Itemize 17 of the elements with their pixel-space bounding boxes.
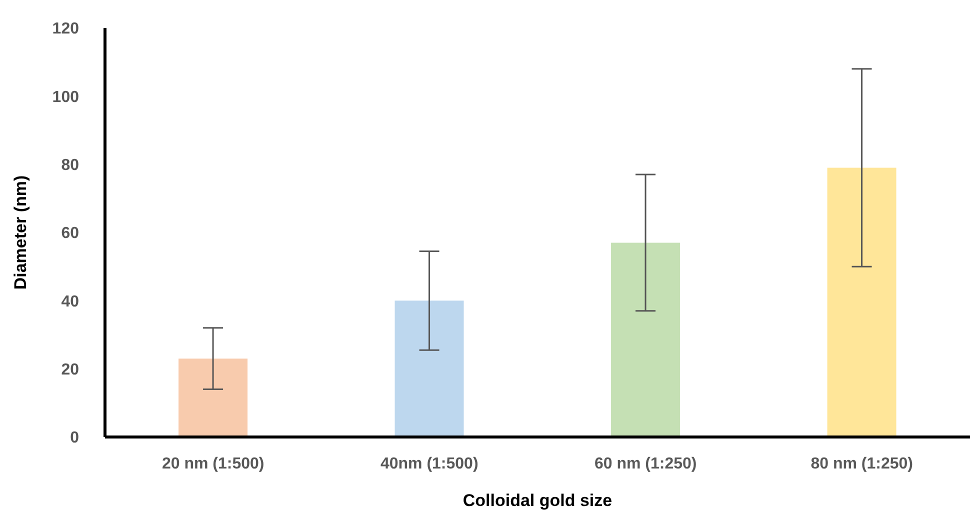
bar xyxy=(611,242,680,437)
y-tick-label: 120 xyxy=(52,20,80,38)
y-tick-label: 60 xyxy=(61,225,80,242)
bar xyxy=(178,358,248,437)
y-tick-label: 100 xyxy=(52,88,80,106)
x-tick-label: 60 nm (1:250) xyxy=(594,455,697,472)
y-axis-title: Diameter (nm) xyxy=(11,175,30,290)
x-tick-label: 80 nm (1:250) xyxy=(810,455,914,472)
bar xyxy=(827,168,896,437)
x-tick-label: 20 nm (1:500) xyxy=(162,455,264,472)
y-tick-label: 0 xyxy=(70,430,80,447)
x-axis-title: Colloidal gold size xyxy=(462,491,612,510)
y-tick-label: 20 xyxy=(61,362,80,379)
x-tick-label: 40nm (1:500) xyxy=(380,455,478,472)
bar xyxy=(394,300,464,437)
y-tick-label: 40 xyxy=(61,293,80,310)
y-tick-label: 80 xyxy=(61,157,80,174)
